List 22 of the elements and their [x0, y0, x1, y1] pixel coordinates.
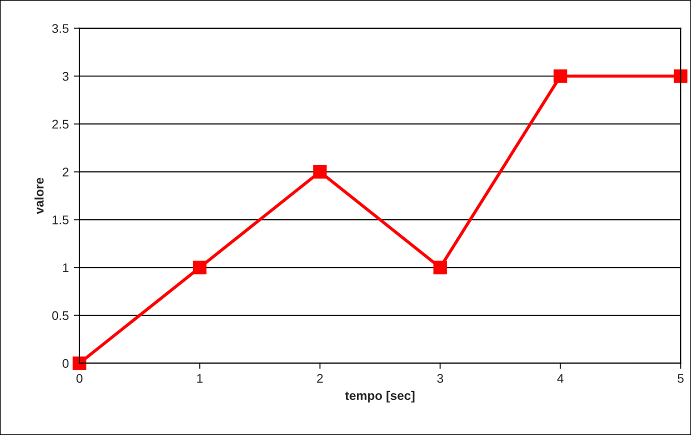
x-tick-label: 4: [557, 374, 564, 383]
x-axis-title: tempo [sec]: [345, 390, 414, 402]
y-axis-title: valore: [34, 178, 44, 214]
y-tick-label: 3: [62, 72, 68, 81]
x-tick-label: 0: [76, 374, 82, 383]
x-tick-label: 5: [678, 374, 684, 383]
point: [72, 356, 86, 370]
y-tick-label: 2.5: [52, 120, 69, 129]
point: [313, 165, 327, 179]
y-tick-label: 0: [62, 359, 69, 368]
point: [674, 69, 688, 83]
point: [192, 260, 206, 274]
y-tick-label: 3.5: [52, 24, 69, 33]
x-tick-label: 2: [317, 374, 323, 383]
x-tick-label: 3: [437, 374, 444, 383]
y-tick-label: 2: [62, 168, 68, 176]
point: [554, 69, 568, 83]
point: [433, 260, 447, 274]
y-tick-label: 0.5: [52, 311, 69, 320]
x-tick-label: 1: [197, 374, 203, 383]
y-tick-label: 1: [63, 263, 68, 272]
y-tick-label: 1.5: [52, 216, 69, 224]
